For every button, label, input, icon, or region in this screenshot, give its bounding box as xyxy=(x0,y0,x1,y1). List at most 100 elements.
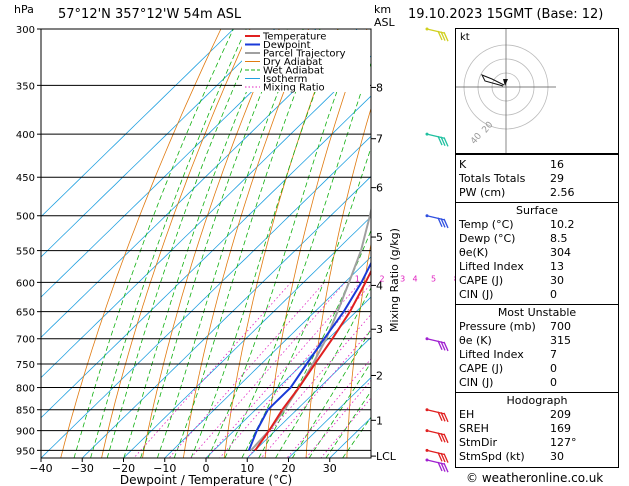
wind-barb-dot-950 xyxy=(425,448,429,452)
isotherm-20 xyxy=(288,376,371,458)
mixing-ratio-line-8 xyxy=(247,313,371,458)
index-k-value: 16 xyxy=(550,158,564,171)
hodograph-trace xyxy=(480,74,505,87)
wind-barb-flag-300-2 xyxy=(443,31,449,42)
legend-label-5: Isotherm xyxy=(263,74,307,85)
isotherm--90 xyxy=(41,29,276,258)
wind-barb-flag-700-2 xyxy=(443,341,449,352)
legend-label-3: Dry Adiabat xyxy=(263,57,322,68)
wind-barb-dot-1000 xyxy=(425,458,429,462)
surface-dewp-label: Dewp (°C) xyxy=(459,232,516,245)
legend-label-4: Wet Adiabat xyxy=(263,66,324,77)
wet-adiabat--30 xyxy=(73,29,234,458)
mu-pressure-value: 700 xyxy=(550,320,571,333)
wind-barb-dot-900 xyxy=(425,429,429,433)
temp-label--40: −40 xyxy=(29,462,52,475)
mixing-ratio-label-4: 4 xyxy=(412,274,417,283)
isotherm--70 xyxy=(41,29,358,338)
isotherm--10 xyxy=(164,256,371,458)
mu-li-value: 7 xyxy=(550,348,557,361)
wind-barb-flag-850-1 xyxy=(440,412,446,422)
mixing-ratio-label-5: 5 xyxy=(431,274,436,283)
hodograph-kt-label: kt xyxy=(460,32,470,43)
pressure-label-850: 850 xyxy=(16,406,35,417)
mixing-ratio-line-1 xyxy=(133,282,292,458)
hodograph-storm-motion xyxy=(503,79,508,86)
isotherm--30 xyxy=(82,175,371,458)
wet-adiabat--18 xyxy=(123,29,274,458)
pressure-label-900: 900 xyxy=(16,427,35,438)
temp-label-10: 10 xyxy=(240,462,254,475)
surface-cin-label: CIN (J) xyxy=(459,288,494,301)
wet-adiabat--6 xyxy=(173,29,321,458)
hodo-sreh-label: SREH xyxy=(459,422,489,435)
dry-adiabat-260 xyxy=(142,29,280,458)
wind-barb-flag-1000-2 xyxy=(443,462,449,473)
surface-li-value: 13 xyxy=(550,260,564,273)
wind-barb-flag-900-0 xyxy=(437,432,443,442)
legend-label-1: Dewpoint xyxy=(263,40,311,51)
km-label-5: 5 xyxy=(376,231,383,244)
pressure-label-450: 450 xyxy=(16,173,35,184)
surface-thetae-value: 304 xyxy=(550,246,571,259)
wet-adiabat-6 xyxy=(224,61,371,458)
wet-adiabat--2 xyxy=(190,29,340,458)
hodo-eh-label: EH xyxy=(459,408,475,421)
wind-barb-dot-500 xyxy=(425,214,429,218)
index-pw-label: PW (cm) xyxy=(459,186,506,199)
km-label-7: 7 xyxy=(376,133,383,146)
wind-barb-flag-950-2 xyxy=(443,453,449,463)
km-label-3: 3 xyxy=(376,323,383,336)
datetime-title: 19.10.2023 15GMT (Base: 12) xyxy=(408,7,604,22)
pressure-label-350: 350 xyxy=(16,81,35,92)
wind-barb-flag-500-1 xyxy=(440,218,446,228)
wet-adiabat--10 xyxy=(156,29,304,458)
wind-barb-flag-700-0 xyxy=(437,340,443,351)
wind-barb-flag-400-1 xyxy=(440,136,446,147)
hodo-stmdir-label: StmDir xyxy=(459,436,498,449)
mu-cape-label: CAPE (J) xyxy=(459,362,504,375)
hodo-sreh-value: 169 xyxy=(550,422,571,435)
pressure-label-950: 950 xyxy=(16,446,35,457)
temp-label-20: 20 xyxy=(282,462,296,475)
asl-label: ASL xyxy=(374,16,395,29)
surface-title: Surface xyxy=(516,204,558,217)
mixing-ratio-line-5 xyxy=(219,283,371,458)
isotherm--80 xyxy=(41,29,317,298)
temperature-line xyxy=(254,269,371,451)
wind-barb-flag-900-1 xyxy=(440,432,446,443)
isotherm-0 xyxy=(205,296,371,458)
mixing-ratio-line-15 xyxy=(286,358,371,458)
pressure-label-600: 600 xyxy=(16,278,35,289)
parcel-trajectory-line xyxy=(250,206,371,452)
hodograph-ring-label-40: 40 xyxy=(469,131,484,146)
dry-adiabat-250 xyxy=(101,29,251,458)
wind-barb-flag-500-2 xyxy=(443,218,449,229)
wind-barb-flag-500-0 xyxy=(437,217,443,228)
legend-label-2: Parcel Trajectory xyxy=(263,49,346,60)
surface-cape-label: CAPE (J) xyxy=(459,274,504,287)
mu-thetae-label: θe (K) xyxy=(459,334,492,347)
pressure-label-400: 400 xyxy=(16,130,35,141)
wind-barb-flag-400-2 xyxy=(443,137,449,147)
index-tt-value: 29 xyxy=(550,172,564,185)
wind-barb-dot-400 xyxy=(425,132,429,136)
wet-adiabat-22 xyxy=(292,328,371,458)
pressure-label-750: 750 xyxy=(16,360,35,371)
surface-li-label: Lifted Index xyxy=(459,260,524,273)
temp-label--30: −30 xyxy=(71,462,94,475)
mu-cape-value: 0 xyxy=(550,362,557,375)
wind-barb-flag-700-1 xyxy=(440,341,446,351)
wind-barb-flag-900-2 xyxy=(443,433,449,444)
index-k-label: K xyxy=(459,158,467,171)
hodo-stmdir-value: 127° xyxy=(550,436,577,449)
mixing-ratio-line-2 xyxy=(168,282,325,458)
pressure-label-700: 700 xyxy=(16,335,35,346)
wet-adiabat-14 xyxy=(258,229,371,458)
isotherm--20 xyxy=(123,216,371,458)
hodograph-table-title: Hodograph xyxy=(506,394,568,407)
mixing-ratio-label-2: 2 xyxy=(379,274,384,283)
wet-adiabat--22 xyxy=(106,29,260,458)
dry-adiabat-270 xyxy=(182,29,309,458)
